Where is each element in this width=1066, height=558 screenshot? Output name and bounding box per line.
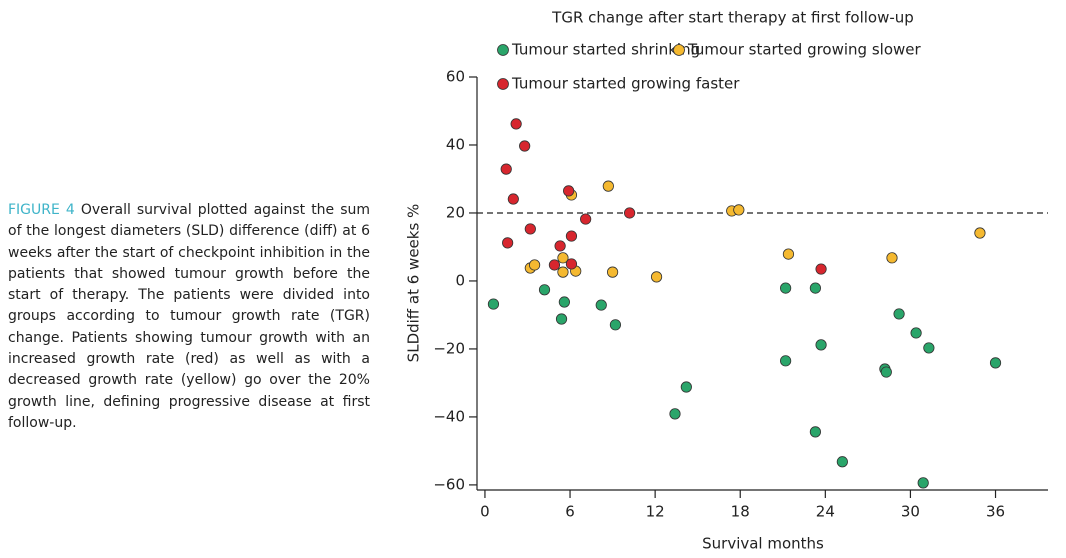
x-tick-label: 0 (480, 503, 490, 521)
y-tick-label: 60 (446, 68, 465, 86)
legend-marker (673, 44, 685, 56)
data-point (809, 282, 822, 294)
legend-label: Tumour started shrinking (511, 41, 700, 59)
data-point (538, 284, 551, 296)
data-point (669, 408, 681, 420)
data-point (880, 366, 892, 378)
data-point (580, 213, 592, 225)
legend-marker (497, 44, 509, 56)
data-point (507, 193, 519, 205)
data-point (809, 426, 822, 438)
data-point (548, 259, 561, 271)
data-point (974, 227, 986, 239)
data-point (554, 240, 566, 252)
data-point (595, 299, 607, 311)
data-point (563, 185, 575, 197)
y-tick-label: 40 (446, 135, 465, 153)
data-point (886, 252, 898, 264)
data-point (510, 118, 522, 130)
chart-title: TGR change after start therapy at first … (551, 9, 914, 27)
data-point (836, 456, 848, 468)
data-point (557, 252, 569, 264)
caption-label: FIGURE 4 (8, 202, 75, 218)
x-tick-label: 6 (565, 503, 575, 521)
x-tick-label: 36 (986, 503, 1005, 521)
data-point (502, 237, 514, 249)
x-tick-label: 24 (816, 503, 835, 521)
data-point (558, 296, 570, 308)
legend-marker (497, 78, 509, 90)
x-tick-label: 30 (901, 503, 920, 521)
data-point (780, 282, 792, 294)
data-point (609, 319, 622, 331)
data-point (893, 308, 905, 320)
data-point (733, 204, 745, 216)
legend-label: Tumour started growing faster (511, 75, 740, 93)
y-tick-label: −20 (433, 339, 465, 357)
data-point (680, 381, 692, 393)
x-axis-label: Survival months (702, 535, 824, 553)
data-point (555, 313, 568, 325)
data-point (989, 357, 1002, 369)
data-point (565, 258, 578, 270)
y-tick-label: 0 (455, 271, 465, 289)
data-point (487, 298, 500, 310)
data-point (650, 271, 663, 283)
figure-caption: FIGURE 4 Overall survival plotted agains… (8, 200, 370, 434)
y-axis-label: SLDdiff at 6 weeks % (405, 204, 423, 363)
data-point (624, 207, 636, 219)
data-point (602, 180, 614, 192)
caption-text: Overall survival plotted against the sum… (8, 202, 370, 431)
data-point (815, 263, 827, 275)
data-point (815, 339, 827, 351)
y-tick-label: −60 (433, 475, 465, 493)
data-point (923, 342, 935, 354)
data-point (606, 266, 619, 278)
data-point (557, 266, 569, 278)
data-point (910, 327, 922, 339)
data-point (519, 140, 531, 152)
data-point (500, 163, 512, 175)
x-tick-label: 18 (731, 503, 750, 521)
x-tick-label: 12 (646, 503, 665, 521)
y-tick-label: 20 (446, 203, 465, 221)
data-point (524, 223, 536, 235)
data-point (565, 230, 578, 242)
data-point (782, 248, 795, 260)
data-point (780, 355, 792, 367)
data-point (528, 259, 541, 271)
y-tick-label: −40 (433, 407, 465, 425)
legend-label: Tumour started growing slower (687, 41, 922, 59)
data-point (917, 477, 929, 489)
